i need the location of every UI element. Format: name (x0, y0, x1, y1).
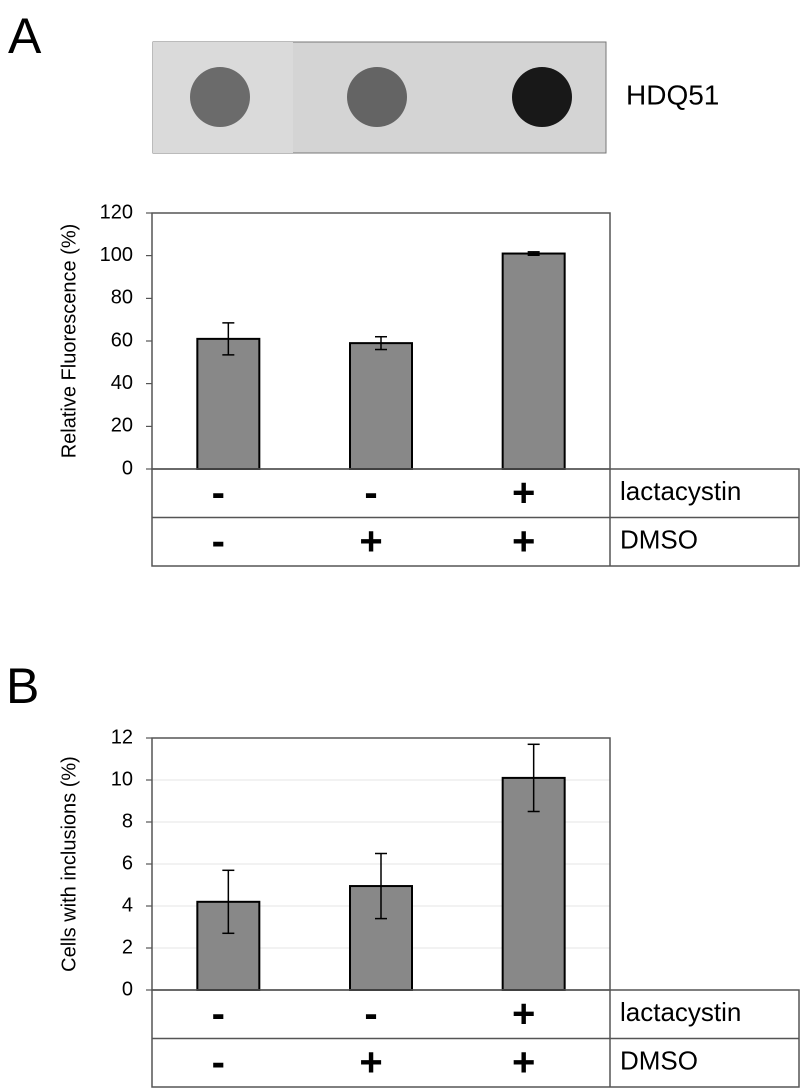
condition-sign: + (512, 471, 535, 515)
blot-dot (512, 67, 572, 127)
condition-name: lactacystin (620, 997, 741, 1027)
error-bar (375, 335, 387, 351)
condition-sign: + (359, 1040, 382, 1084)
panel: B 0 2 4 6 8 10 12 Cells with inclusions (%) lacta… (6, 658, 800, 1088)
condition-sign: + (512, 1040, 535, 1084)
error-bar (375, 852, 387, 920)
y-tick-label: 40 (111, 372, 133, 394)
panel-label: A (8, 8, 42, 64)
blot-dot (190, 67, 250, 127)
error-bar (527, 251, 540, 256)
bar (196, 337, 261, 470)
condition-sign: + (512, 519, 535, 563)
condition-name: lactacystin (620, 476, 741, 506)
condition-sign: - (212, 992, 225, 1036)
y-tick-label: 12 (111, 726, 133, 748)
y-tick-label: 2 (122, 936, 133, 958)
bar (501, 776, 566, 992)
blot-dot (347, 67, 407, 127)
y-tick-label: 0 (122, 457, 133, 479)
y-tick-label: 10 (111, 768, 133, 790)
y-axis-label: Cells with inclusions (%) (58, 756, 80, 972)
condition-name: DMSO (620, 1046, 698, 1076)
condition-sign: - (364, 992, 377, 1036)
blot-label: HDQ51 (626, 79, 719, 110)
y-tick-label: 4 (122, 894, 133, 916)
error-bar (527, 743, 540, 813)
panel: A HDQ51 0 20 40 60 80 100 120 Relative Fluorescen… (8, 8, 800, 567)
panel-label: B (6, 658, 39, 714)
y-axis-label: Relative Fluorescence (%) (58, 224, 80, 459)
condition-name: DMSO (620, 525, 698, 555)
y-tick-label: 20 (111, 415, 133, 437)
y-tick-label: 6 (122, 852, 133, 874)
bar (501, 252, 566, 470)
condition-sign: - (212, 471, 225, 515)
condition-sign: - (212, 519, 225, 563)
error-bar (222, 322, 235, 356)
y-tick-label: 100 (100, 244, 133, 266)
condition-sign: + (512, 992, 535, 1036)
y-tick-label: 8 (122, 810, 133, 832)
condition-sign: + (359, 519, 382, 563)
condition-sign: - (212, 1040, 225, 1084)
y-tick-label: 0 (122, 978, 133, 1000)
error-bar (222, 869, 235, 935)
condition-sign: - (364, 471, 377, 515)
y-tick-label: 120 (100, 201, 133, 223)
y-tick-label: 60 (111, 329, 133, 351)
y-tick-label: 80 (111, 287, 133, 309)
bar (349, 342, 413, 470)
